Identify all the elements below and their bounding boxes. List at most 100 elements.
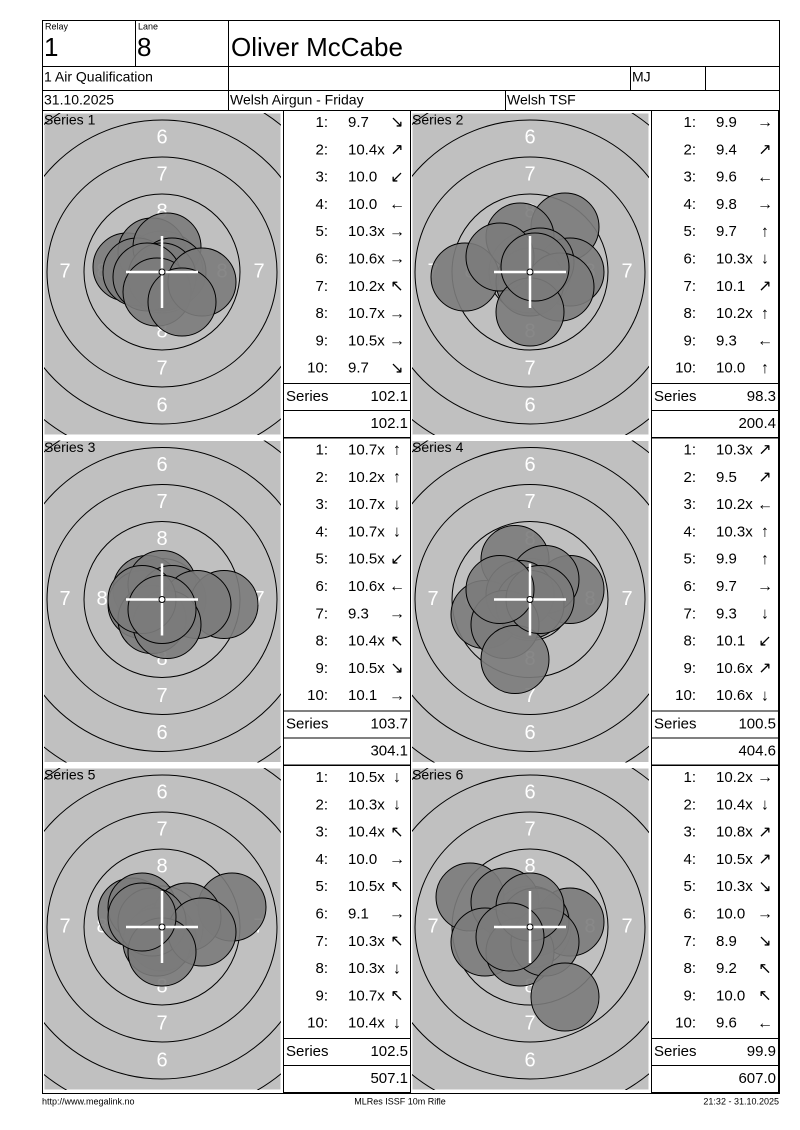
shot-direction: ↖ — [390, 278, 403, 295]
shot-score: 10.3x — [348, 796, 385, 813]
ring-label: 7 — [253, 260, 264, 282]
date: 31.10.2025 — [44, 92, 114, 108]
shot-direction: ↓ — [393, 496, 401, 513]
cumulative-total: 200.4 — [738, 415, 776, 432]
shot-score: 8.9 — [716, 933, 737, 950]
shot-direction: ↗ — [758, 824, 771, 841]
ring-label: 8 — [524, 855, 535, 877]
ring-label: 7 — [524, 685, 535, 707]
target: 6677778888 — [412, 440, 649, 763]
shot-number: 4: — [683, 196, 696, 213]
shot-score: 9.3 — [716, 605, 737, 622]
ring-label: 7 — [427, 588, 438, 610]
shot-direction: ↓ — [393, 769, 401, 786]
shot-number: 10: — [675, 687, 696, 704]
centre — [526, 268, 534, 276]
shot-score: 10.7x — [348, 496, 385, 513]
ring-label: 6 — [524, 454, 535, 476]
shot-direction: → — [389, 251, 405, 268]
shot-number: 3: — [315, 824, 328, 841]
shot-direction: ↘ — [390, 114, 403, 131]
shot-direction: ← — [757, 496, 773, 513]
shot-score: 10.6x — [716, 687, 753, 704]
shot-score: 9.9 — [716, 551, 737, 568]
ring-label: 7 — [156, 1012, 167, 1034]
ring-label: 8 — [156, 528, 167, 550]
shot-hole — [480, 625, 550, 694]
relay-label: Relay — [45, 21, 69, 31]
shot-direction: → — [757, 196, 773, 213]
ring-label: 6 — [524, 1049, 535, 1071]
shot-score: 9.6 — [716, 1015, 737, 1032]
series-label: Series — [286, 388, 329, 405]
ring-label: 7 — [253, 588, 264, 610]
shot-direction: ← — [389, 196, 405, 213]
shot-score: 10.8x — [716, 824, 753, 841]
shot-number: 3: — [315, 496, 328, 513]
ring-label: 7 — [524, 818, 535, 840]
series-block: 6677778888Series 11:9.7↘2:10.4x↗3:10.0↙4… — [43, 110, 411, 438]
shot-direction: ↑ — [761, 524, 769, 541]
cumulative-total: 404.6 — [738, 742, 776, 759]
shot-score: 10.0 — [348, 196, 377, 213]
centre — [526, 923, 534, 931]
shot-direction: ← — [757, 333, 773, 350]
centre — [158, 923, 166, 931]
card-border — [42, 20, 780, 1094]
shot-score: 10.0 — [716, 987, 745, 1004]
shot-score: 10.1 — [716, 633, 745, 650]
shot-number: 2: — [683, 141, 696, 158]
shot-number: 3: — [315, 169, 328, 186]
shot-score: 10.6x — [348, 250, 385, 267]
shot-number: 4: — [683, 523, 696, 540]
series-block: 6677778888Series 51:10.5x↓2:10.3x↓3:10.4… — [43, 765, 411, 1093]
shot-hole — [465, 555, 535, 624]
shot-number: 2: — [683, 796, 696, 813]
shot-direction: ↓ — [393, 524, 401, 541]
ring — [412, 774, 649, 1080]
shot-score: 10.4x — [348, 633, 385, 650]
series-title: Series 6 — [412, 767, 464, 783]
series-title: Series 3 — [44, 439, 96, 455]
target: 6677778888 — [412, 113, 649, 435]
ring-label: 7 — [524, 357, 535, 379]
shot-direction: ↙ — [390, 169, 403, 186]
series-title: Series 4 — [412, 439, 464, 455]
shot-number: 9: — [315, 987, 328, 1004]
shot-direction: → — [389, 606, 405, 623]
shot-score: 9.7 — [348, 114, 369, 131]
shot-number: 6: — [315, 250, 328, 267]
shot-score: 10.7x — [348, 523, 385, 540]
shot-score: 10.3x — [716, 441, 753, 458]
shot-score: 9.3 — [716, 332, 737, 349]
shot-number: 4: — [315, 196, 328, 213]
ring-label: 7 — [156, 163, 167, 185]
ring — [44, 119, 281, 425]
shot-number: 5: — [683, 223, 696, 240]
ring — [414, 811, 646, 1043]
shot-direction: ↓ — [393, 797, 401, 814]
shot-direction: ↘ — [758, 878, 771, 895]
shot-number: 6: — [315, 578, 328, 595]
shot-score: 9.7 — [716, 578, 737, 595]
shot-hole — [530, 962, 600, 1032]
shot-score: 10.0 — [348, 851, 377, 868]
ring-label: 7 — [427, 915, 438, 937]
shot-score: 10.1 — [348, 687, 377, 704]
shot-score: 10.2x — [716, 769, 753, 786]
shot-score: 10.2x — [348, 278, 385, 295]
ring-label: 6 — [524, 126, 535, 148]
shot-number: 6: — [315, 905, 328, 922]
shot-score: 9.4 — [716, 141, 737, 158]
shot-number: 1: — [315, 441, 328, 458]
shot-number: 10: — [307, 360, 328, 377]
shot-number: 2: — [315, 796, 328, 813]
centre — [158, 268, 166, 276]
shot-score: 10.0 — [716, 360, 745, 377]
cumulative-total: 102.1 — [370, 415, 408, 432]
shot-direction: ↑ — [393, 469, 401, 486]
shot-direction: → — [389, 906, 405, 923]
ring-label: 6 — [156, 722, 167, 744]
shot-number: 1: — [683, 769, 696, 786]
cumulative-total: 607.0 — [738, 1070, 776, 1087]
